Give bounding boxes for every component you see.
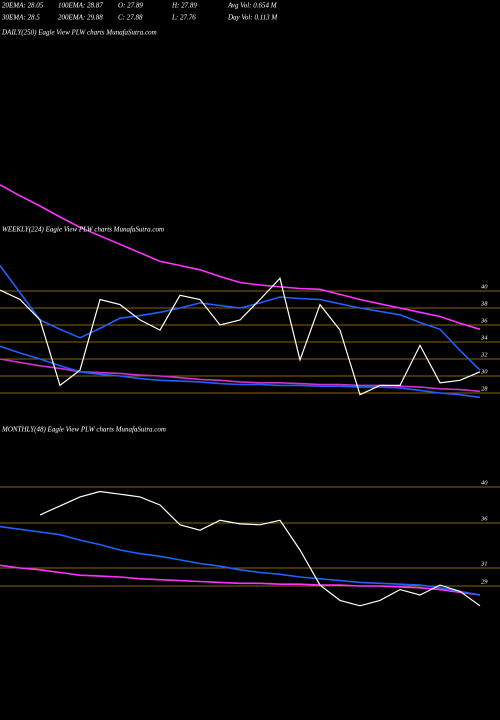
header-item: 200EMA: 29.88 [58, 14, 103, 22]
series-line [0, 345, 481, 399]
series-line [0, 358, 481, 393]
y-tick-label: 31 [480, 560, 488, 567]
series-line [0, 265, 481, 371]
header-item: Day Vol: 0.113 M [227, 14, 278, 22]
y-tick-label: 36 [480, 515, 488, 522]
series-line [0, 184, 481, 331]
y-tick-label: 32 [480, 351, 488, 358]
y-tick-label: 34 [480, 334, 488, 341]
y-tick-label: 40 [481, 283, 488, 290]
header-item: O: 27.89 [118, 2, 143, 10]
series-line [0, 277, 481, 396]
header-item: 20EMA: 28.05 [2, 2, 44, 10]
daily-title: DAILY(250) Eagle View PLW charts MunafaS… [1, 29, 157, 37]
y-tick-label: 29 [481, 578, 488, 585]
series-line [39, 490, 481, 607]
y-tick-label: 30 [480, 368, 488, 375]
y-tick-label: 40 [481, 479, 488, 486]
panel-title: WEEKLY(224) Eagle View PLW charts Munafa… [2, 226, 164, 234]
y-tick-label: 38 [480, 300, 488, 307]
header-item: L: 27.76 [171, 14, 196, 22]
y-tick-label: 28 [481, 385, 488, 392]
header-item: 30EMA: 28.5 [1, 14, 40, 22]
header-item: Avg Vol: 0.654 M [227, 2, 278, 10]
y-tick-label: 36 [480, 317, 488, 324]
header-item: 100EMA: 28.87 [58, 2, 103, 10]
series-line [0, 525, 481, 596]
header-item: C: 27.88 [118, 14, 143, 22]
series-line [0, 564, 481, 596]
panel-title: MONTHLY(48) Eagle View PLW charts Munafa… [1, 426, 166, 434]
header-item: H: 27.89 [171, 2, 197, 10]
